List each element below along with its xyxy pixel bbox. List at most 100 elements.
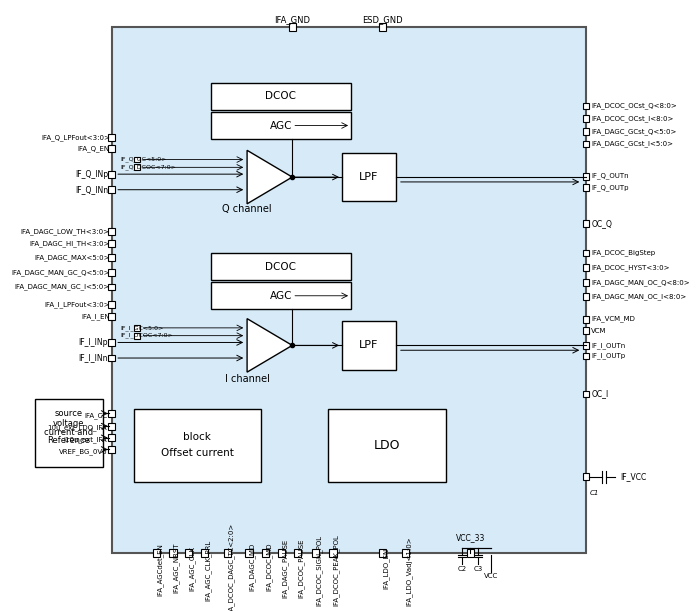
Bar <box>169 549 176 557</box>
Text: IFA_Q_LPFout<3:0>: IFA_Q_LPFout<3:0> <box>41 134 110 141</box>
Text: AGC: AGC <box>270 291 292 301</box>
Text: VCM: VCM <box>592 327 607 334</box>
Bar <box>223 549 231 557</box>
Bar <box>294 549 301 557</box>
Bar <box>108 145 115 152</box>
Bar <box>278 549 285 557</box>
Text: IF_Q_DCOC<7:0>: IF_Q_DCOC<7:0> <box>120 164 176 170</box>
Bar <box>134 333 139 338</box>
Bar <box>211 253 351 280</box>
Text: IFA_DCOC_MD: IFA_DCOC_MD <box>265 543 272 591</box>
Text: LPF: LPF <box>359 172 379 182</box>
Bar <box>108 240 115 247</box>
Bar <box>108 269 115 276</box>
Bar <box>582 185 589 191</box>
Text: IFA_DAGC_HI_TH<3:0>: IFA_DAGC_HI_TH<3:0> <box>29 240 110 247</box>
Text: IFA_DAGC_MAN_GC_I<5:0>: IFA_DAGC_MAN_GC_I<5:0> <box>15 284 110 290</box>
Text: IFA_DCOC_PEAK_POL: IFA_DCOC_PEAK_POL <box>333 534 340 606</box>
Bar <box>582 342 589 349</box>
Bar <box>108 313 115 320</box>
Bar <box>582 173 589 180</box>
Text: IFA_DAGC_GCst_I<5:0>: IFA_DAGC_GCst_I<5:0> <box>592 141 673 147</box>
Bar <box>111 27 586 552</box>
Bar <box>288 23 296 31</box>
Bar <box>467 549 474 557</box>
Text: C2: C2 <box>458 566 467 572</box>
Text: IF_I_DCOC<7:0>: IF_I_DCOC<7:0> <box>120 333 174 338</box>
Bar <box>582 293 589 300</box>
Bar <box>582 390 589 397</box>
Bar <box>211 112 351 139</box>
Text: IFA_DCOC_OCst_I<8:0>: IFA_DCOC_OCst_I<8:0> <box>592 115 673 122</box>
Text: OC_Q: OC_Q <box>592 219 612 229</box>
Text: source: source <box>55 409 83 418</box>
Bar <box>342 321 396 370</box>
Bar <box>329 549 337 557</box>
Text: 10u_ext_LDO_IFA: 10u_ext_LDO_IFA <box>48 425 107 431</box>
Bar <box>582 115 589 122</box>
Bar <box>379 23 386 31</box>
Text: IF_Q_OUTn: IF_Q_OUTn <box>592 173 629 180</box>
Text: IFA_DAGC_MD: IFA_DAGC_MD <box>249 543 256 591</box>
Text: ESD_GND: ESD_GND <box>363 15 403 24</box>
Bar <box>582 353 589 359</box>
Text: IFA_DAGC_MAN_OC_Q<8:0>: IFA_DAGC_MAN_OC_Q<8:0> <box>592 279 690 285</box>
Bar <box>342 153 396 202</box>
Text: LDO: LDO <box>374 439 400 452</box>
Bar <box>582 264 589 271</box>
Text: VREF_BG_0V6: VREF_BG_0V6 <box>59 448 107 455</box>
Text: IFA_DAGC_MAN_OC_I<8:0>: IFA_DAGC_MAN_OC_I<8:0> <box>592 293 687 300</box>
Bar <box>245 549 253 557</box>
Text: IFA_Q_EN: IFA_Q_EN <box>78 145 110 152</box>
Text: IF_I_INp: IF_I_INp <box>78 338 108 347</box>
Text: IFA_DCOC_OCst_Q<8:0>: IFA_DCOC_OCst_Q<8:0> <box>592 103 677 109</box>
Bar <box>582 474 589 480</box>
Bar <box>201 549 208 557</box>
Text: IF_I_INn: IF_I_INn <box>78 354 108 362</box>
Bar <box>582 316 589 323</box>
Text: IFA_LDO_Vadj<1:0>: IFA_LDO_Vadj<1:0> <box>405 536 412 606</box>
Text: IFA_DAGC_MAX<5:0>: IFA_DAGC_MAX<5:0> <box>34 254 110 261</box>
Bar <box>108 186 115 193</box>
Bar <box>262 549 269 557</box>
Text: C3: C3 <box>474 566 483 572</box>
Text: IF_I_OUTn: IF_I_OUTn <box>592 342 626 349</box>
Text: IF_VCC: IF_VCC <box>620 472 646 481</box>
Text: DCOC: DCOC <box>265 262 297 271</box>
Text: IF_I_GC<5:0>: IF_I_GC<5:0> <box>120 325 164 331</box>
Text: IF_I_OUTp: IF_I_OUTp <box>592 353 625 359</box>
Bar <box>134 409 260 481</box>
Text: IFA_VCM_MD: IFA_VCM_MD <box>592 316 635 323</box>
Bar <box>134 156 139 163</box>
Bar <box>108 423 115 430</box>
Text: IF_Q_OUTp: IF_Q_OUTp <box>592 185 629 191</box>
Bar <box>379 549 386 557</box>
Text: IF_Q_GC<5:0>: IF_Q_GC<5:0> <box>120 156 167 163</box>
Text: block: block <box>183 433 211 442</box>
Text: IFA_AGC_CLK: IFA_AGC_CLK <box>188 546 195 591</box>
Bar <box>108 446 115 453</box>
Text: IFA_GND: IFA_GND <box>274 15 310 24</box>
Text: IFA_I_EN: IFA_I_EN <box>81 313 110 320</box>
Text: I channel: I channel <box>225 375 270 384</box>
Bar <box>211 82 351 110</box>
Text: VCC: VCC <box>484 573 498 579</box>
Bar <box>211 282 351 309</box>
Text: IFA_CC: IFA_CC <box>84 412 107 419</box>
Bar <box>582 279 589 285</box>
Bar <box>108 170 115 178</box>
Bar <box>582 128 589 135</box>
Bar <box>134 325 139 331</box>
Bar <box>108 134 115 141</box>
Text: IF_Q_INp: IF_Q_INp <box>75 170 108 178</box>
Text: IFA_AGC_CLK_PRL: IFA_AGC_CLK_PRL <box>204 540 211 601</box>
Bar <box>108 339 115 346</box>
Polygon shape <box>247 150 293 204</box>
Text: Offset current: Offset current <box>161 448 234 458</box>
Text: C1: C1 <box>589 490 598 496</box>
Text: AGC: AGC <box>270 120 292 131</box>
Text: LPF: LPF <box>359 340 379 350</box>
Text: IFA_DAGC_PAUSE: IFA_DAGC_PAUSE <box>281 539 288 598</box>
Bar <box>108 284 115 290</box>
Text: current and: current and <box>44 428 93 437</box>
